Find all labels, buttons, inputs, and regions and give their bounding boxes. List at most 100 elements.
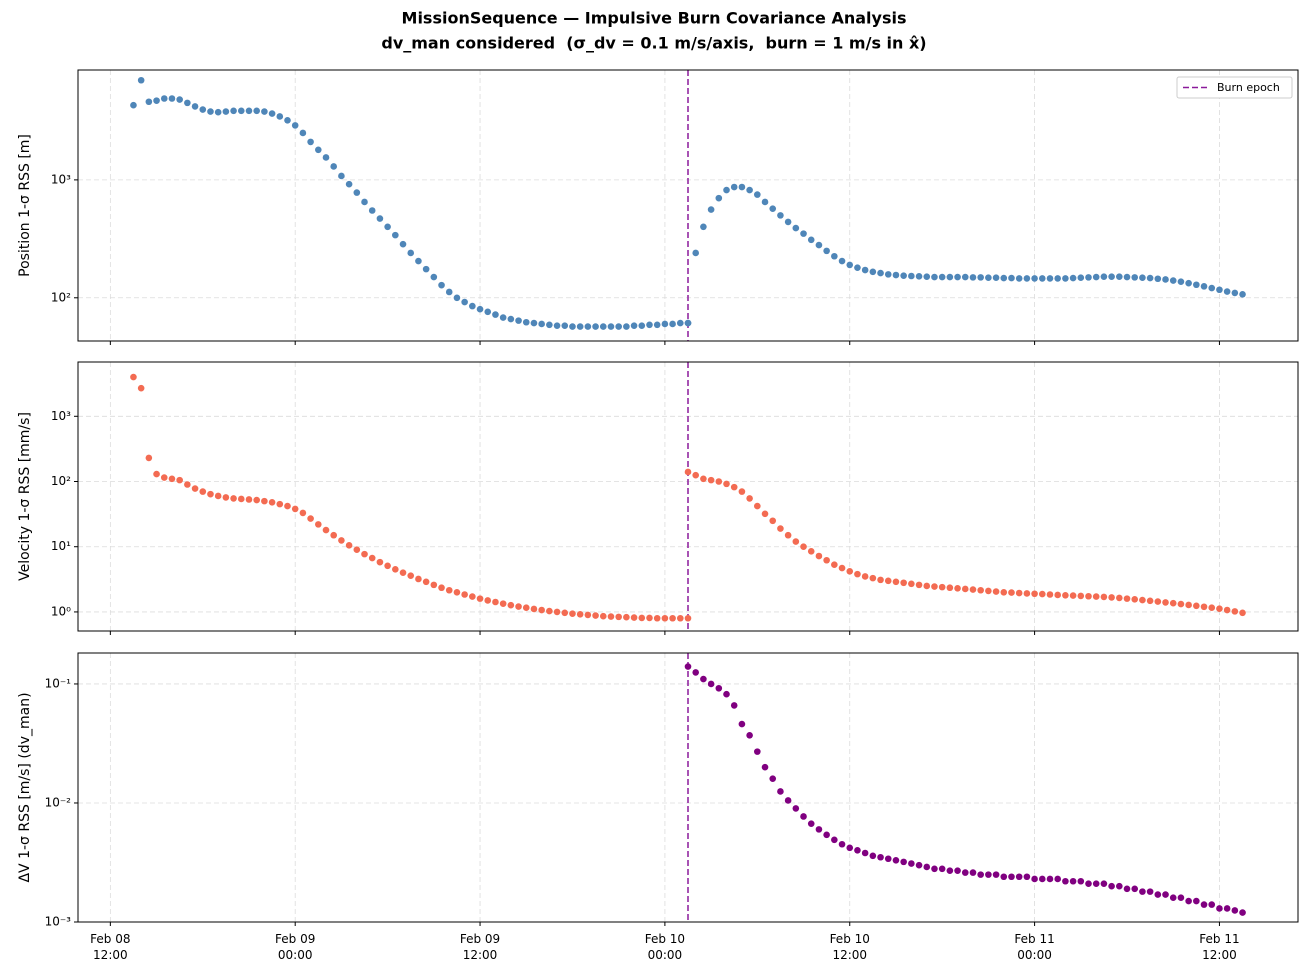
data-point [1038, 275, 1046, 282]
data-point [861, 849, 869, 857]
data-point [322, 526, 330, 534]
data-point [823, 556, 830, 564]
data-point [307, 515, 314, 522]
data-point [1231, 907, 1239, 914]
data-point [1123, 885, 1131, 893]
data-point [676, 319, 684, 327]
data-point [1162, 891, 1169, 898]
data-point [407, 572, 415, 579]
data-point [368, 207, 376, 214]
data-point [738, 720, 746, 728]
data-point [268, 498, 276, 506]
data-point [284, 502, 291, 510]
data-point [361, 198, 368, 206]
legend-label: Burn epoch [1217, 81, 1280, 94]
data-point [815, 552, 823, 560]
data-point [438, 281, 445, 289]
data-point [1108, 882, 1115, 890]
data-point [361, 550, 368, 558]
data-point [800, 230, 807, 237]
data-point [992, 274, 1000, 282]
data-point [777, 788, 784, 795]
data-point [892, 578, 900, 586]
data-point [1239, 291, 1246, 298]
data-point [368, 554, 376, 562]
data-point [961, 585, 969, 593]
data-point [769, 775, 777, 782]
data-point [1031, 275, 1038, 282]
data-point [299, 509, 307, 517]
data-point [761, 510, 769, 518]
data-point [723, 690, 730, 698]
data-point [684, 319, 692, 327]
data-point [807, 548, 815, 555]
data-point [1177, 600, 1185, 608]
data-point [1100, 273, 1108, 280]
data-point [276, 113, 284, 120]
data-point [461, 298, 468, 306]
data-point [1054, 591, 1061, 599]
data-point [153, 97, 160, 104]
data-point [384, 223, 391, 231]
data-point [846, 844, 854, 852]
data-point [1231, 289, 1239, 297]
data-point [1000, 588, 1008, 596]
data-point [1046, 275, 1054, 282]
data-point [954, 273, 961, 281]
data-point [515, 317, 522, 324]
data-point [931, 583, 938, 590]
chart-title: MissionSequence — Impulsive Burn Covaria… [402, 9, 907, 28]
data-point [746, 186, 753, 194]
data-point [268, 110, 276, 117]
data-point [569, 323, 576, 330]
data-point [1116, 882, 1123, 890]
data-point [1200, 603, 1208, 611]
data-point [615, 323, 622, 330]
data-point [530, 605, 538, 613]
data-point [807, 236, 815, 244]
data-point [754, 748, 761, 755]
data-point [1038, 590, 1046, 598]
data-point [261, 497, 268, 505]
data-point [1239, 609, 1246, 617]
data-point [430, 581, 438, 589]
data-point [1162, 599, 1169, 606]
data-point [253, 107, 260, 115]
data-point [576, 610, 584, 618]
data-point [1008, 274, 1015, 282]
data-point [184, 99, 191, 107]
data-point [492, 311, 499, 318]
axes-frame [77, 69, 1299, 342]
y-tick-label: 10³ [51, 172, 71, 186]
data-point [877, 853, 884, 861]
data-point [1162, 276, 1169, 283]
data-point [530, 319, 538, 327]
data-point [1154, 275, 1162, 283]
data-point [607, 323, 615, 330]
data-point [445, 288, 453, 296]
y-axis-label: ΔV 1-σ RSS [m/s] (dv_man) [17, 692, 33, 882]
data-point [315, 521, 322, 528]
data-point [715, 478, 723, 485]
data-point [923, 863, 931, 871]
y-tick-label: 10⁻² [45, 795, 72, 809]
data-point [877, 576, 884, 584]
data-point [1000, 274, 1008, 282]
data-point [237, 495, 245, 503]
data-point [338, 537, 345, 544]
data-point [214, 492, 222, 500]
data-point [1062, 275, 1069, 282]
data-point [569, 610, 576, 617]
y-tick-label: 10² [51, 290, 71, 304]
data-point [576, 323, 584, 330]
data-point [1031, 590, 1038, 598]
data-point [892, 856, 900, 864]
data-point [615, 613, 622, 621]
data-point [1116, 594, 1123, 602]
data-point [222, 108, 230, 115]
data-point [1085, 592, 1092, 600]
data-point [207, 108, 214, 115]
data-point [931, 865, 938, 873]
data-point [1208, 901, 1216, 908]
data-point [661, 320, 669, 328]
